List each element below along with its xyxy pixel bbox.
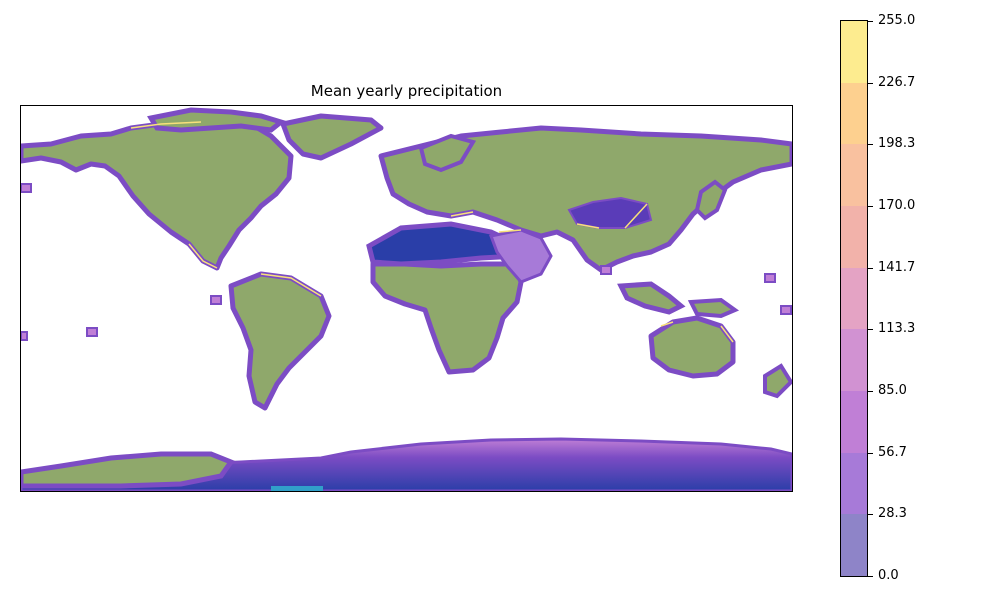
colorbar-tick (868, 391, 873, 392)
colorbar-tick-label: 170.0 (878, 198, 916, 213)
island-hawaii (86, 327, 98, 337)
colorbar-tick-label: 255.0 (878, 13, 916, 28)
colorbar-tick (868, 329, 873, 330)
land-arctic-islands (147, 107, 287, 133)
land-japan (694, 179, 728, 221)
colorbar-tick (868, 83, 873, 84)
colorbar-band (841, 82, 867, 145)
colorbar-band (841, 143, 867, 206)
colorbar-band (841, 452, 867, 515)
island-pacific-south (780, 305, 792, 315)
island-arctic-west (21, 183, 32, 193)
colorbar-tick (868, 453, 873, 454)
colorbar-band (841, 513, 867, 576)
colorbar-tick (868, 514, 873, 515)
land-australia (648, 315, 736, 379)
island-pacific-east (764, 273, 776, 283)
colorbar-band (841, 390, 867, 453)
colorbar-tick (868, 144, 873, 145)
land-scandinavia (418, 133, 477, 173)
colorbar-tick-label: 56.7 (878, 445, 907, 460)
colorbar-tick (868, 268, 873, 269)
colorbar-tick-label: 0.0 (878, 568, 899, 583)
precipitation-map (21, 107, 792, 491)
colorbar (840, 20, 868, 577)
colorbar-tick-label: 198.3 (878, 136, 916, 151)
colorbar-tick-label: 113.3 (878, 321, 916, 336)
island-indian-ocean (600, 265, 612, 275)
land-new-zealand (763, 363, 792, 399)
coastal-rainfall-rim (130, 121, 734, 343)
colorbar-band (841, 21, 867, 83)
colorbar-tick (868, 21, 873, 22)
land-new-guinea (687, 297, 740, 319)
land-greenland (280, 113, 384, 161)
colorbar-band (841, 267, 867, 330)
colorbar-band (841, 328, 867, 391)
colorbar-tick (868, 206, 873, 207)
land-africa (370, 261, 524, 375)
land-north-america (21, 119, 294, 271)
colorbar-tick-label: 85.0 (878, 383, 907, 398)
land-south-america (228, 271, 332, 411)
colorbar-tick-label: 28.3 (878, 506, 907, 521)
map-frame (20, 105, 793, 492)
island-atlantic (210, 295, 222, 305)
island-pacific-west (21, 331, 28, 341)
colorbar-tick-label: 141.7 (878, 260, 916, 275)
land-antarctica-west (21, 451, 235, 489)
map-title: Mean yearly precipitation (310, 82, 503, 100)
land-se-asia-islands (617, 281, 686, 315)
colorbar-tick-label: 226.7 (878, 75, 916, 90)
antarctic-ice-shelf (271, 486, 323, 491)
colorbar-band (841, 205, 867, 268)
arabian-arid-zone (488, 228, 553, 284)
colorbar-tick (868, 576, 873, 577)
